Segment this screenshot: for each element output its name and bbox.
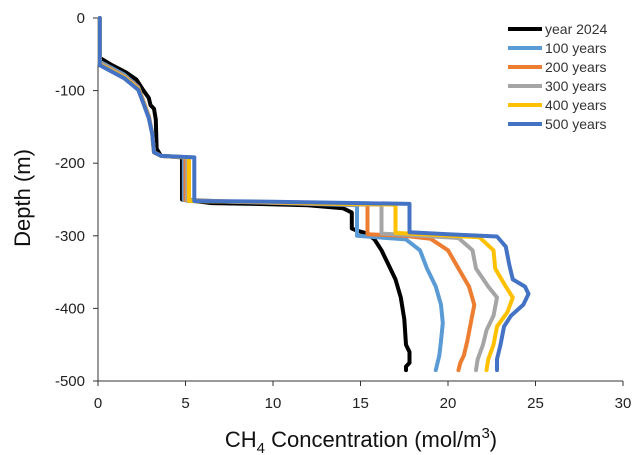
legend-label: 100 years <box>545 40 606 56</box>
legend-label: 400 years <box>545 97 606 113</box>
x-axis-title-middle: Concentration (mol/m <box>265 427 481 452</box>
x-tick-label: 10 <box>265 395 282 412</box>
x-axis-ticks: 0 5 10 15 20 25 30 <box>94 381 632 412</box>
x-tick-label: 5 <box>181 395 189 412</box>
series-line-500-years <box>97 16 531 373</box>
series-line-400-years <box>97 16 515 373</box>
series-line-year-2024 <box>97 16 412 373</box>
y-tick-label: -300 <box>55 228 85 245</box>
legend-label: 200 years <box>545 59 606 75</box>
x-axis-title: CH4 Concentration (mol/m3) <box>225 425 497 455</box>
x-tick-label: 20 <box>440 395 457 412</box>
y-axis-ticks: 0 -100 -200 -300 -400 -500 <box>55 10 98 390</box>
x-tick-label: 15 <box>352 395 369 412</box>
y-tick-label: -100 <box>55 83 85 100</box>
legend-label: year 2024 <box>545 21 607 37</box>
y-tick-label: -500 <box>55 373 85 390</box>
series-line-200-years <box>97 16 477 373</box>
legend-label: 300 years <box>545 78 606 94</box>
x-tick-label: 0 <box>94 395 102 412</box>
legend: year 2024 100 years 200 years 300 years 400 … <box>508 21 607 132</box>
y-tick-label: -400 <box>55 300 85 317</box>
series-line-300-years <box>97 16 499 373</box>
series-line-100-years <box>97 16 445 373</box>
y-tick-label: -200 <box>55 155 85 172</box>
x-axis-title-end: ) <box>490 427 497 452</box>
x-tick-label: 30 <box>615 395 632 412</box>
y-axis-title: Depth (m) <box>10 149 35 247</box>
x-axis-title-superscript: 3 <box>481 425 489 442</box>
x-tick-label: 25 <box>527 395 544 412</box>
x-axis-title-main: CH <box>225 427 257 452</box>
x-axis-title-subscript: 4 <box>257 440 265 455</box>
legend-label: 500 years <box>545 116 606 132</box>
series-layer <box>97 16 531 373</box>
y-tick-label: 0 <box>77 10 85 27</box>
